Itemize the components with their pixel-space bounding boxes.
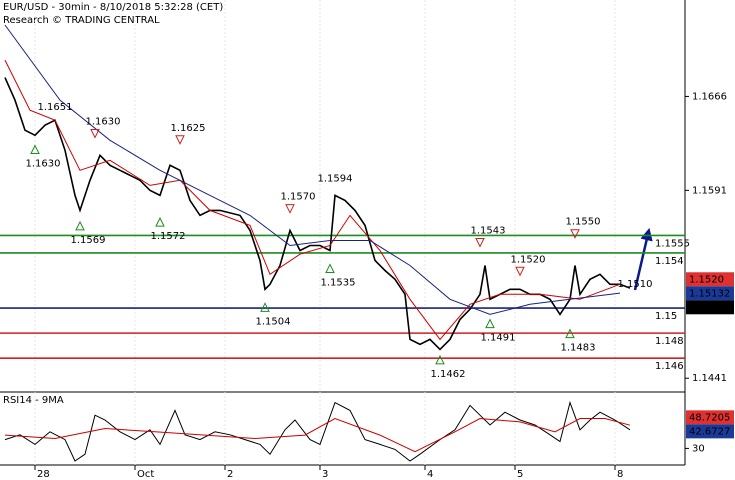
annotation-label: 1.1594 (318, 174, 353, 185)
price-box-label: 42.6727 (689, 426, 730, 437)
chart-title: EUR/USD - 30min - 8/10/2018 5:32:28 (CET… (3, 2, 223, 13)
level-label: 1.148 (655, 336, 684, 347)
annotation-label: 1.1462 (431, 369, 466, 380)
price-box-label: 48.7205 (689, 412, 730, 423)
annotation-label: 1.1630 (86, 117, 121, 128)
low-marker (75, 220, 85, 231)
level-label: 1.154 (655, 256, 684, 267)
y-tick-label: 1.1666 (692, 91, 727, 102)
x-tick-label: 28 (37, 469, 50, 480)
low-marker (260, 302, 270, 312)
price-box-label: 1.15132 (689, 288, 730, 299)
annotation-label: 1.1572 (151, 231, 186, 242)
price-box (686, 300, 734, 315)
low-marker (565, 328, 575, 339)
annotation-label: 1.1569 (71, 235, 106, 246)
x-tick-label: 3 (322, 469, 328, 480)
x-tick-label: 5 (517, 469, 523, 480)
level-label: 1.15 (655, 311, 677, 322)
price-box-label: 1.1520 (689, 274, 724, 285)
x-tick-label: 8 (617, 469, 623, 480)
annotation-label: 1.1625 (171, 123, 206, 134)
series-line (4, 59, 621, 341)
annotation-label: 1.1550 (566, 217, 601, 228)
low-marker (155, 217, 165, 227)
annotation-label: 1.1483 (561, 343, 596, 354)
rsi-title: RSI14 - 9MA (3, 395, 64, 406)
x-tick-label: Oct (137, 469, 154, 480)
forecast-arrow (633, 227, 653, 291)
price-box (686, 286, 734, 301)
level-label: 1.146 (655, 361, 684, 372)
level-label: 1.1555 (655, 238, 690, 249)
series-line (4, 417, 631, 453)
price-box (686, 410, 734, 425)
high-marker (515, 266, 525, 277)
chart-subtitle: Research © TRADING CENTRAL (3, 15, 160, 26)
y-tick-label: 30 (692, 443, 705, 454)
high-marker (285, 204, 295, 214)
annotation-label: 1.1520 (511, 254, 546, 265)
annotation-label: 1.1491 (481, 333, 516, 344)
annotation-label: 1.1543 (471, 225, 506, 236)
high-marker (570, 229, 580, 239)
annotation-label: 1.1504 (256, 316, 291, 327)
low-marker (485, 318, 495, 329)
y-tick-label: 1.1591 (692, 185, 727, 196)
high-marker (175, 135, 185, 145)
annotation-label: 1.1630 (26, 159, 61, 170)
high-marker (90, 129, 100, 139)
price-box (686, 424, 734, 439)
series-line (4, 24, 621, 315)
annotation-label: 1.1535 (321, 277, 356, 288)
low-marker (325, 263, 335, 273)
annotation-label: 1.1510 (618, 279, 653, 290)
high-marker (475, 237, 485, 248)
low-marker (435, 354, 445, 365)
low-marker (30, 144, 40, 155)
annotation-label: 1.1570 (281, 192, 316, 203)
annotation-label: 1.1651 (38, 102, 73, 113)
price-box (686, 272, 734, 287)
x-tick-label: 4 (427, 469, 433, 480)
y-tick-label: 1.1441 (692, 373, 727, 384)
price-box-label: 1.1511 (689, 302, 724, 313)
x-tick-label: 2 (227, 469, 233, 480)
